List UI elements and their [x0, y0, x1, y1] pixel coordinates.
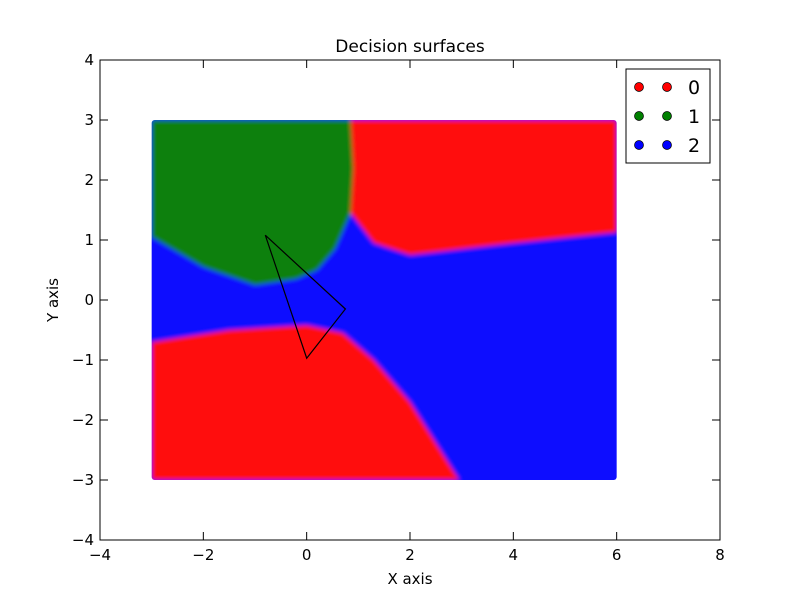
region-class-0-bottom: [151, 325, 460, 480]
legend-marker: [634, 82, 644, 92]
x-tick-label: 0: [302, 546, 312, 564]
y-tick-label: 2: [84, 171, 94, 189]
legend-marker: [634, 111, 644, 121]
y-axis: −4 −3 −2 −1 0 1 2 3 4: [72, 51, 720, 549]
y-tick-label: −2: [72, 411, 94, 429]
x-axis: −4 −2 0 2 4 6 8: [89, 60, 725, 564]
y-tick-label: −3: [72, 471, 94, 489]
y-tick-label: 3: [84, 111, 94, 129]
legend-marker: [662, 111, 672, 121]
triangle-outline: [264, 234, 347, 360]
legend-label: 1: [688, 106, 700, 128]
legend-marker: [634, 140, 644, 150]
y-tick-label: 1: [84, 231, 94, 249]
y-tick-label: −4: [72, 531, 94, 549]
x-tick-label: −4: [89, 546, 111, 564]
x-tick-label: 2: [405, 546, 415, 564]
decision-surface: [151, 120, 617, 480]
region-class-0-top: [350, 120, 617, 255]
y-tick-label: 4: [84, 51, 94, 69]
x-tick-label: −2: [192, 546, 214, 564]
legend-label: 2: [688, 135, 700, 157]
plot-marks: [264, 234, 347, 360]
y-axis-label: Y axis: [44, 278, 62, 323]
x-tick-label: 8: [715, 546, 725, 564]
x-axis-label: X axis: [387, 570, 432, 588]
legend-label: 0: [688, 77, 700, 99]
chart-title: Decision surfaces: [335, 37, 485, 57]
x-tick-label: 6: [612, 546, 622, 564]
legend-marker: [662, 140, 672, 150]
legend-marker: [662, 82, 672, 92]
y-tick-label: −1: [72, 351, 94, 369]
x-tick-label: 4: [509, 546, 519, 564]
y-tick-label: 0: [84, 291, 94, 309]
region-class-1: [151, 120, 354, 285]
legend: 0 1 2: [625, 68, 711, 164]
